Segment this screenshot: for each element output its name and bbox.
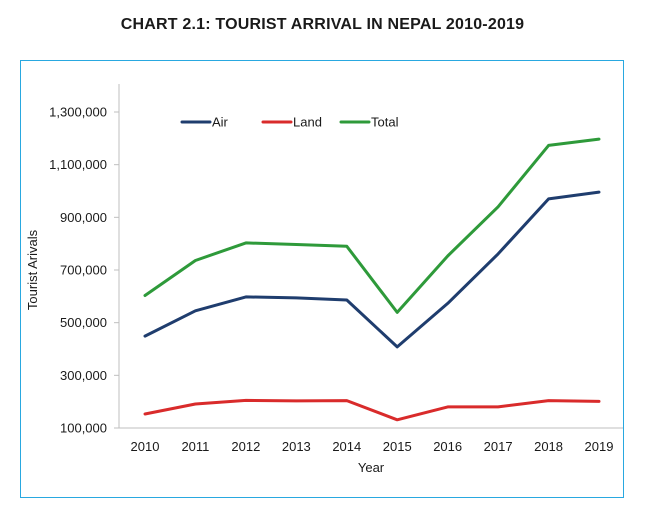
y-tick-label: 900,000 [60,210,107,225]
legend-label-air: Air [212,115,229,130]
y-tick-label: 100,000 [60,421,107,436]
y-axis-label: Tourist Arivals [25,229,40,310]
x-tick-label: 2018 [534,439,563,454]
x-tick-label: 2016 [433,439,462,454]
x-axis: 2010 2011 2012 2013 2014 2015 2016 2017 2018 2019 [119,427,623,454]
x-tick-label: 2019 [585,439,614,454]
series-lines [143,137,601,422]
x-tick-label: 2017 [484,439,513,454]
x-tick-label: 2014 [332,439,361,454]
x-tick-label: 2012 [231,439,260,454]
y-axis: 100,000 300,000 500,000 700,000 900,000 1,100… [49,84,120,436]
x-tick-label: 2011 [181,439,209,454]
series-line-land [143,398,601,422]
x-tick-label: 2015 [383,439,412,454]
series-line-total [143,137,601,314]
y-tick-label: 1,100,000 [49,157,107,172]
legend-label-total: Total [371,115,399,130]
chart-title: CHART 2.1: TOURIST ARRIVAL IN NEPAL 2010… [120,16,525,33]
legend: Air Land Total [180,115,399,130]
y-tick-label: 700,000 [60,263,107,278]
legend-label-land: Land [293,115,322,130]
y-tick-label: 300,000 [60,368,107,383]
x-tick-label: 2013 [282,439,311,454]
y-tick-label: 500,000 [60,315,107,330]
x-axis-label: Year [358,460,385,475]
chart-frame [20,60,624,498]
x-tick-label: 2010 [131,439,160,454]
series-line-air [143,190,601,349]
y-tick-label: 1,300,000 [49,105,107,120]
